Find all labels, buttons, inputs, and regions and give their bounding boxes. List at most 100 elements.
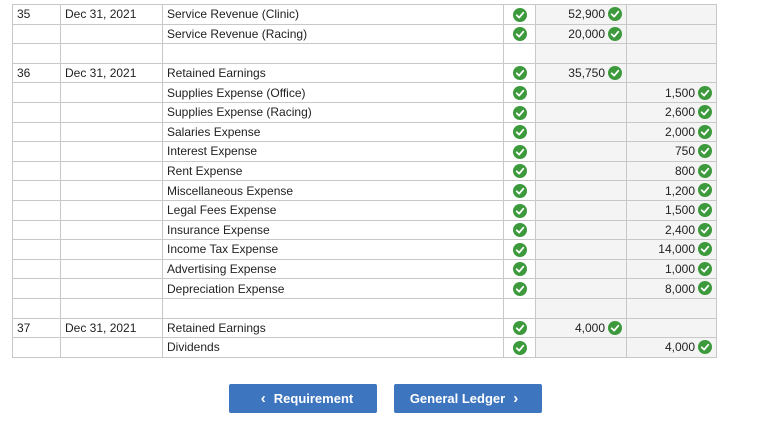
date-cell[interactable] bbox=[61, 259, 163, 279]
check-circle-icon bbox=[513, 86, 527, 100]
debit-cell[interactable] bbox=[536, 200, 627, 220]
debit-cell[interactable] bbox=[536, 240, 627, 260]
account-cell[interactable]: Rent Expense bbox=[163, 161, 504, 181]
account-cell[interactable]: Dividends bbox=[163, 338, 504, 358]
account-cell[interactable]: Interest Expense bbox=[163, 142, 504, 162]
debit-cell[interactable] bbox=[536, 298, 627, 318]
debit-cell[interactable] bbox=[536, 44, 627, 64]
credit-cell[interactable] bbox=[627, 44, 717, 64]
check-circle-icon bbox=[513, 184, 527, 198]
entry-number-cell bbox=[13, 240, 61, 260]
status-cell bbox=[504, 259, 536, 279]
chevron-right-icon: › bbox=[513, 390, 518, 407]
status-cell bbox=[504, 142, 536, 162]
account-cell[interactable]: Service Revenue (Racing) bbox=[163, 24, 504, 44]
debit-cell[interactable] bbox=[536, 259, 627, 279]
credit-cell[interactable] bbox=[627, 24, 717, 44]
date-cell[interactable]: Dec 31, 2021 bbox=[61, 5, 163, 25]
date-cell[interactable] bbox=[61, 142, 163, 162]
debit-cell[interactable] bbox=[536, 102, 627, 122]
table-row: Interest Expense 750 bbox=[13, 142, 717, 162]
credit-cell[interactable]: 800 bbox=[627, 161, 717, 181]
credit-cell[interactable]: 8,000 bbox=[627, 279, 717, 299]
date-cell[interactable] bbox=[61, 240, 163, 260]
debit-cell[interactable]: 4,000 bbox=[536, 318, 627, 338]
account-cell-text: Retained Earnings bbox=[167, 321, 266, 335]
check-circle-icon bbox=[513, 164, 527, 178]
date-cell[interactable]: Dec 31, 2021 bbox=[61, 318, 163, 338]
debit-cell[interactable] bbox=[536, 338, 627, 358]
account-cell[interactable] bbox=[163, 298, 504, 318]
credit-cell[interactable]: 14,000 bbox=[627, 240, 717, 260]
debit-cell[interactable] bbox=[536, 161, 627, 181]
debit-cell[interactable] bbox=[536, 142, 627, 162]
debit-cell[interactable] bbox=[536, 122, 627, 142]
date-cell[interactable] bbox=[61, 24, 163, 44]
table-row: 36Dec 31, 2021Retained Earnings35,750 bbox=[13, 63, 717, 83]
check-circle-icon bbox=[513, 106, 527, 120]
debit-cell-text: 52,900 bbox=[568, 7, 605, 21]
date-cell[interactable] bbox=[61, 338, 163, 358]
account-cell[interactable]: Retained Earnings bbox=[163, 63, 504, 83]
status-cell bbox=[504, 161, 536, 181]
table-row: Salaries Expense 2,000 bbox=[13, 122, 717, 142]
account-cell[interactable]: Depreciation Expense bbox=[163, 279, 504, 299]
credit-cell[interactable]: 750 bbox=[627, 142, 717, 162]
credit-cell[interactable] bbox=[627, 318, 717, 338]
entry-number-cell bbox=[13, 298, 61, 318]
entry-number-cell bbox=[13, 181, 61, 201]
account-cell[interactable]: Legal Fees Expense bbox=[163, 200, 504, 220]
date-cell[interactable] bbox=[61, 161, 163, 181]
credit-cell[interactable] bbox=[627, 5, 717, 25]
account-cell[interactable]: Income Tax Expense bbox=[163, 240, 504, 260]
status-cell bbox=[504, 200, 536, 220]
date-cell[interactable] bbox=[61, 220, 163, 240]
status-cell bbox=[504, 122, 536, 142]
credit-cell[interactable]: 1,200 bbox=[627, 181, 717, 201]
debit-cell[interactable]: 35,750 bbox=[536, 63, 627, 83]
account-cell-text: Advertising Expense bbox=[167, 262, 276, 276]
account-cell[interactable]: Insurance Expense bbox=[163, 220, 504, 240]
date-cell[interactable] bbox=[61, 102, 163, 122]
date-cell[interactable] bbox=[61, 298, 163, 318]
credit-cell[interactable]: 1,500 bbox=[627, 83, 717, 103]
account-cell[interactable]: Supplies Expense (Racing) bbox=[163, 102, 504, 122]
requirement-button[interactable]: ‹ Requirement bbox=[229, 384, 377, 413]
date-cell[interactable] bbox=[61, 83, 163, 103]
check-circle-icon bbox=[698, 144, 712, 158]
credit-cell[interactable]: 2,000 bbox=[627, 122, 717, 142]
check-circle-icon bbox=[698, 262, 712, 276]
date-cell[interactable] bbox=[61, 200, 163, 220]
credit-cell[interactable]: 4,000 bbox=[627, 338, 717, 358]
date-cell[interactable] bbox=[61, 279, 163, 299]
date-cell[interactable] bbox=[61, 44, 163, 64]
entry-number-cell bbox=[13, 338, 61, 358]
account-cell[interactable]: Miscellaneous Expense bbox=[163, 181, 504, 201]
date-cell[interactable] bbox=[61, 181, 163, 201]
debit-cell[interactable] bbox=[536, 181, 627, 201]
account-cell[interactable] bbox=[163, 44, 504, 64]
credit-cell[interactable]: 2,600 bbox=[627, 102, 717, 122]
debit-cell[interactable]: 20,000 bbox=[536, 24, 627, 44]
debit-cell[interactable] bbox=[536, 83, 627, 103]
credit-cell[interactable]: 2,400 bbox=[627, 220, 717, 240]
credit-cell[interactable]: 1,500 bbox=[627, 200, 717, 220]
debit-cell[interactable] bbox=[536, 279, 627, 299]
account-cell-text: Service Revenue (Racing) bbox=[167, 27, 307, 41]
check-circle-icon bbox=[513, 204, 527, 218]
account-cell[interactable]: Service Revenue (Clinic) bbox=[163, 5, 504, 25]
date-cell[interactable] bbox=[61, 122, 163, 142]
account-cell[interactable]: Supplies Expense (Office) bbox=[163, 83, 504, 103]
general-ledger-button[interactable]: General Ledger › bbox=[394, 384, 542, 413]
credit-cell[interactable]: 1,000 bbox=[627, 259, 717, 279]
debit-cell[interactable] bbox=[536, 220, 627, 240]
credit-cell[interactable] bbox=[627, 298, 717, 318]
date-cell[interactable]: Dec 31, 2021 bbox=[61, 63, 163, 83]
check-circle-icon bbox=[698, 281, 712, 295]
account-cell[interactable]: Salaries Expense bbox=[163, 122, 504, 142]
credit-cell[interactable] bbox=[627, 63, 717, 83]
account-cell-text: Salaries Expense bbox=[167, 125, 260, 139]
debit-cell[interactable]: 52,900 bbox=[536, 5, 627, 25]
account-cell[interactable]: Advertising Expense bbox=[163, 259, 504, 279]
account-cell[interactable]: Retained Earnings bbox=[163, 318, 504, 338]
